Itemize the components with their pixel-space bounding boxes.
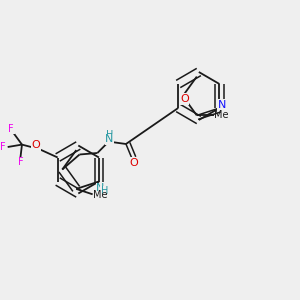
Text: N: N [105, 134, 113, 144]
Text: Me: Me [214, 110, 228, 120]
Text: F: F [18, 157, 23, 167]
Text: O: O [129, 158, 138, 168]
Text: F: F [8, 124, 14, 134]
Text: O: O [31, 140, 40, 151]
Text: Me: Me [93, 190, 108, 200]
Text: N: N [218, 100, 226, 110]
Text: H: H [100, 186, 108, 197]
Text: O: O [180, 94, 189, 104]
Text: F: F [0, 142, 6, 152]
Text: H: H [106, 130, 113, 140]
Text: N: N [96, 183, 105, 193]
